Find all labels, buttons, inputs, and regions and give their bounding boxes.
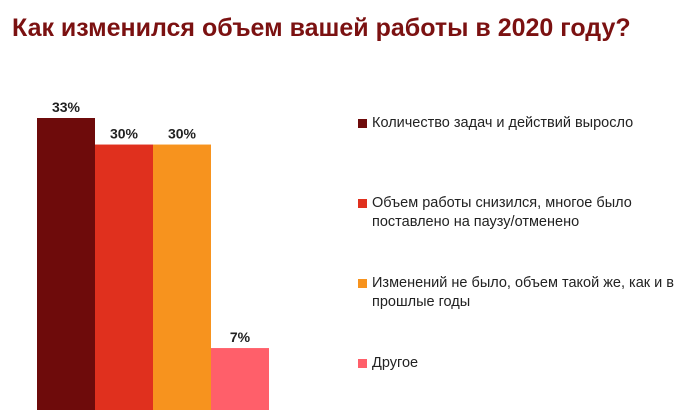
legend-swatch-4 (358, 359, 367, 368)
legend-label-2: Объем работы снизился, многое было поста… (372, 195, 632, 230)
chart-title: Как изменился объем вашей работы в 2020 … (12, 14, 631, 42)
legend-label-3: Изменений не было, объем такой же, как и… (372, 275, 674, 310)
legend-label-4: Другое (372, 355, 419, 371)
bar-2 (95, 144, 153, 410)
legend-swatch-1 (358, 119, 367, 128)
bar-4 (211, 348, 269, 410)
bar-3 (153, 144, 211, 410)
legend-swatch-2 (358, 199, 367, 208)
bar-value-label-1: 33% (52, 99, 81, 115)
bar-1 (37, 118, 95, 410)
legend-swatch-3 (358, 279, 367, 288)
bar-value-label-3: 30% (168, 126, 197, 142)
legend-item-3: Изменений не было, объем такой же, как и… (358, 274, 678, 312)
legend-label-1: Количество задач и действий выросло (372, 115, 634, 131)
bar-value-label-4: 7% (230, 329, 251, 345)
bar-value-label-2: 30% (110, 126, 139, 142)
legend-item-4: Другое (358, 354, 678, 373)
legend-item-2: Объем работы снизился, многое было поста… (358, 194, 678, 232)
legend-item-1: Количество задач и действий выросло (358, 114, 678, 133)
